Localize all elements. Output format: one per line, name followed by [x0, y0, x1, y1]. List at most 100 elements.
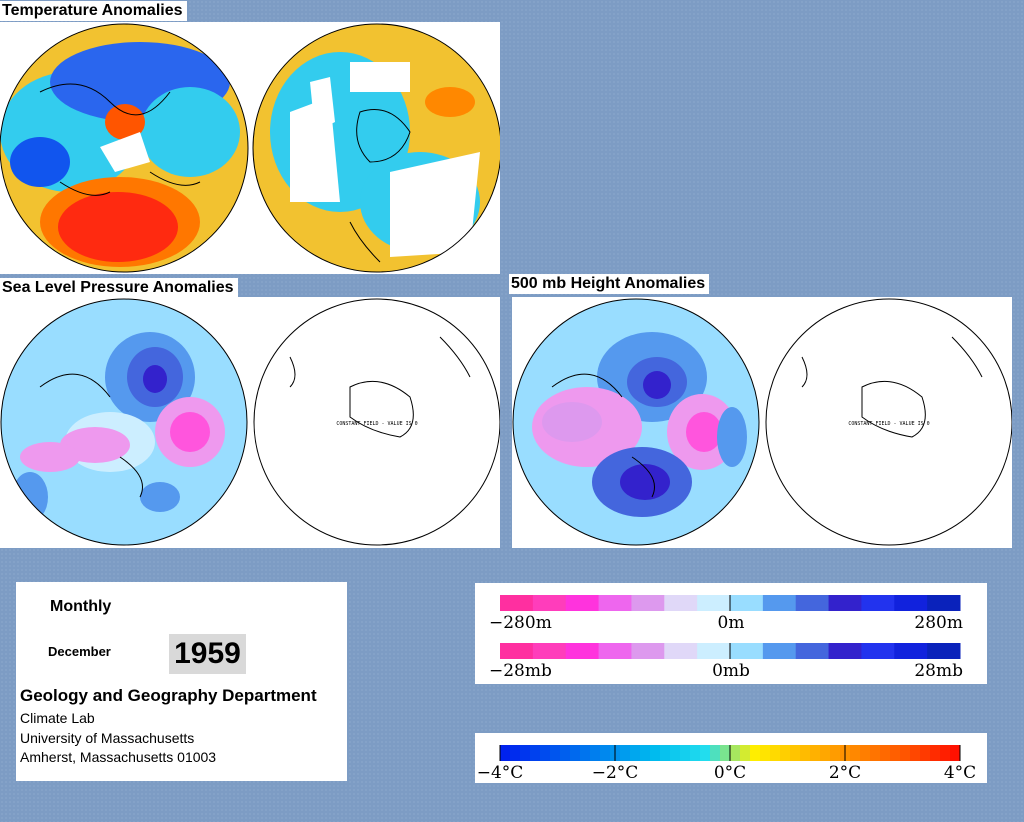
height-map-panel: CONSTANT FIELD - VALUE IS 0 [512, 297, 1012, 548]
height-scale-swatch [565, 595, 600, 611]
address: Amherst, Massachusetts 01003 [20, 749, 217, 765]
temperature-scale-swatch [780, 745, 791, 761]
temperature-scale-swatch [940, 745, 951, 761]
height-scale-swatch [828, 595, 862, 611]
pressure-legend-max-label: 28mb [914, 661, 963, 681]
pressure-scale-swatch [762, 643, 797, 659]
temperature-scale-swatch [790, 745, 801, 761]
temperature-scale-swatch [950, 745, 961, 761]
height-color-scale [500, 595, 961, 611]
temperature-scale-swatch [580, 745, 591, 761]
height-map-northern-hemisphere [513, 299, 759, 545]
pressure-scale-swatch [894, 643, 928, 659]
temperature-scale-swatch [630, 745, 641, 761]
temperature-scale-swatch [620, 745, 631, 761]
temperature-scale-swatch [690, 745, 701, 761]
temperature-scale-swatch [710, 745, 721, 761]
height-legend-mid-label: 0m [718, 613, 745, 633]
temperature-scale-swatch [920, 745, 931, 761]
temperature-scale-swatch [800, 745, 811, 761]
temperature-scale-swatch [650, 745, 661, 761]
temperature-scale-swatch [550, 745, 561, 761]
temperature-map-southern-hemisphere [253, 24, 500, 272]
temperature-scale-swatch [500, 745, 511, 761]
temperature-scale-swatch [890, 745, 901, 761]
pressure-legend-min-label: −28mb [489, 661, 552, 681]
pressure-scale-swatch [697, 643, 731, 659]
temperature-legend-label: 0°C [714, 763, 746, 783]
temperature-legend-label: 2°C [829, 763, 861, 783]
temperature-scale-swatch [730, 745, 741, 761]
lab-name: Climate Lab [20, 710, 95, 726]
height-scale-swatch [861, 595, 895, 611]
temperature-scale-swatch [860, 745, 871, 761]
slp-map-panel: CONSTANT FIELD - VALUE IS 0 [0, 297, 500, 548]
height-scale-swatch [795, 595, 830, 611]
height-scale-swatch [730, 595, 764, 611]
height-map-southern-hemisphere: CONSTANT FIELD - VALUE IS 0 [765, 298, 1012, 546]
pressure-scale-swatch [565, 643, 600, 659]
height-constant-field-label: CONSTANT FIELD - VALUE IS 0 [848, 421, 929, 427]
pressure-scale-swatch [927, 643, 961, 659]
pressure-scale-swatch [861, 643, 895, 659]
temperature-section-title: Temperature Anomalies [0, 1, 187, 21]
anomaly-legend-box: −280m 0m 280m −28mb 0mb 28mb [475, 583, 987, 684]
temperature-scale-swatch [520, 745, 531, 761]
temperature-scale-swatch [810, 745, 821, 761]
info-box: Monthly December 1959 Geology and Geogra… [16, 582, 347, 781]
temperature-scale-swatch [750, 745, 761, 761]
height-scale-swatch [598, 595, 632, 611]
university-name: University of Massachusetts [20, 730, 195, 746]
pressure-scale-swatch [500, 643, 534, 659]
pressure-scale-swatch [795, 643, 830, 659]
pressure-scale-swatch [664, 643, 698, 659]
period-label: Monthly [50, 598, 112, 615]
temperature-scale-swatch [910, 745, 921, 761]
temperature-scale-swatch [700, 745, 711, 761]
department-name: Geology and Geography Department [20, 686, 317, 705]
height-scale-swatch [500, 595, 534, 611]
pressure-scale-swatch [730, 643, 764, 659]
temperature-scale-swatch [760, 745, 771, 761]
month-label: December [48, 644, 111, 659]
temperature-scale-swatch [640, 745, 651, 761]
temperature-scale-swatch [680, 745, 691, 761]
height-legend-max-label: 280m [914, 613, 963, 633]
temperature-map-northern-hemisphere [0, 24, 248, 272]
slp-constant-field-label: CONSTANT FIELD - VALUE IS 0 [336, 421, 417, 427]
slp-map-northern-hemisphere [1, 299, 247, 545]
temperature-map-panel [0, 22, 500, 274]
temperature-legend-label: −2°C [592, 763, 639, 783]
pressure-color-scale [500, 643, 961, 659]
pressure-scale-swatch [631, 643, 665, 659]
height-section-title: 500 mb Height Anomalies [509, 274, 710, 294]
slp-map-southern-hemisphere: CONSTANT FIELD - VALUE IS 0 [253, 298, 500, 546]
temperature-scale-swatch [540, 745, 551, 761]
temperature-scale-swatch [720, 745, 731, 761]
temperature-scale-swatch [740, 745, 751, 761]
pressure-legend-mid-label: 0mb [712, 661, 750, 681]
temperature-scale-swatch [660, 745, 671, 761]
slp-section-title: Sea Level Pressure Anomalies [0, 278, 238, 298]
temperature-scale-swatch [900, 745, 911, 761]
temperature-color-scale [500, 745, 961, 761]
temperature-scale-swatch [880, 745, 891, 761]
temperature-legend-label: −4°C [477, 763, 524, 783]
temperature-legend-label: 4°C [944, 763, 976, 783]
temperature-scale-swatch [870, 745, 881, 761]
pressure-scale-swatch [598, 643, 632, 659]
temperature-scale-swatch [560, 745, 571, 761]
temperature-scale-swatch [770, 745, 781, 761]
temperature-scale-swatch [850, 745, 861, 761]
height-scale-swatch [762, 595, 797, 611]
temperature-scale-swatch [530, 745, 541, 761]
temperature-scale-swatch [570, 745, 581, 761]
height-legend-min-label: −280m [489, 613, 552, 633]
temperature-legend-box: −4°C −2°C 0°C 2°C 4°C [475, 733, 987, 783]
temperature-scale-swatch [830, 745, 841, 761]
temperature-scale-swatch [670, 745, 681, 761]
height-scale-swatch [664, 595, 698, 611]
temperature-scale-swatch [590, 745, 601, 761]
temperature-scale-swatch [820, 745, 831, 761]
height-scale-swatch [894, 595, 928, 611]
